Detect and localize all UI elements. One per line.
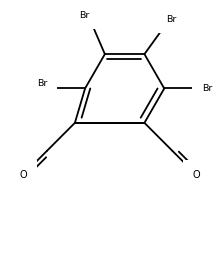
Text: Br: Br (37, 80, 48, 88)
Text: Br: Br (202, 84, 212, 93)
Text: O: O (192, 170, 200, 180)
Text: Br: Br (80, 10, 90, 20)
Text: Br: Br (166, 14, 177, 24)
Text: O: O (19, 170, 27, 180)
